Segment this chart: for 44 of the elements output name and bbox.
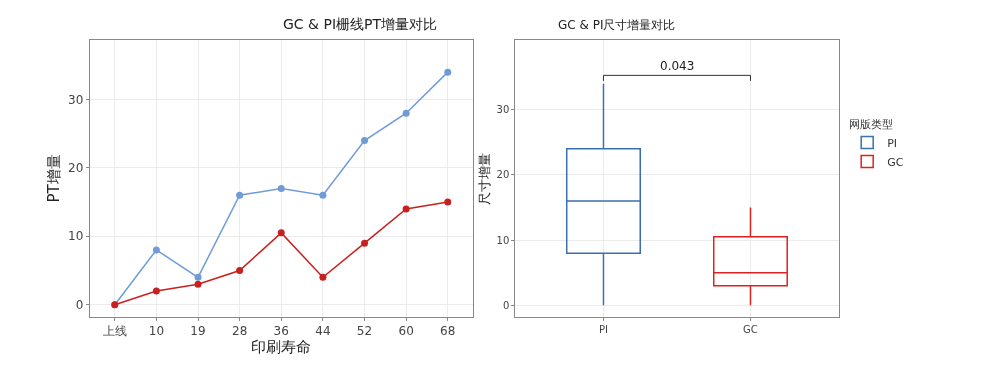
point — [194, 273, 202, 281]
x-tick-label: 19 — [190, 324, 206, 339]
point — [402, 109, 410, 117]
point — [402, 205, 410, 213]
legend-title: 网版类型 — [849, 118, 894, 132]
x-tick-label: 44 — [315, 324, 331, 339]
x-axis-title: 印刷寿命 — [251, 338, 312, 357]
y-tick-label: 10 — [68, 229, 84, 244]
point — [444, 198, 452, 206]
point — [361, 137, 369, 145]
x-tick-label: 10 — [148, 324, 165, 339]
y-axis-title: PT增量 — [45, 154, 64, 203]
point — [236, 191, 244, 199]
y-tick-label: 10 — [496, 234, 510, 246]
point — [277, 184, 285, 192]
point — [319, 273, 327, 281]
point — [444, 68, 452, 76]
point — [277, 229, 285, 237]
point — [152, 246, 160, 254]
chart-title: GC & PI栅线PT增量对比 — [283, 16, 438, 32]
y-tick-label: 20 — [68, 161, 84, 176]
point — [361, 239, 369, 247]
y-tick-label: 20 — [496, 169, 510, 181]
x-tick-label: PI — [598, 324, 608, 335]
y-tick-label: 0 — [502, 299, 510, 311]
x-tick-label: 68 — [440, 324, 456, 339]
point — [194, 280, 202, 288]
x-tick-label: 28 — [231, 324, 248, 339]
annotation: 0.043 — [660, 59, 695, 73]
point — [152, 287, 160, 295]
point — [319, 191, 327, 199]
point — [236, 266, 244, 274]
legend-label: GC — [887, 155, 904, 169]
y-axis-title: 尺寸增量 — [476, 152, 492, 205]
x-tick-label: 上线 — [102, 324, 127, 339]
y-tick-label: 30 — [496, 104, 510, 116]
y-tick-label: 0 — [75, 297, 84, 312]
y-tick-label: 30 — [68, 92, 84, 107]
x-tick-label: 52 — [356, 324, 373, 339]
x-tick-label: 60 — [398, 324, 414, 339]
legend-label: PI — [887, 136, 898, 150]
chart-title: GC & PI尺寸增量对比 — [558, 18, 676, 32]
x-tick-label: GC — [743, 324, 758, 335]
x-tick-label: 36 — [273, 324, 289, 339]
